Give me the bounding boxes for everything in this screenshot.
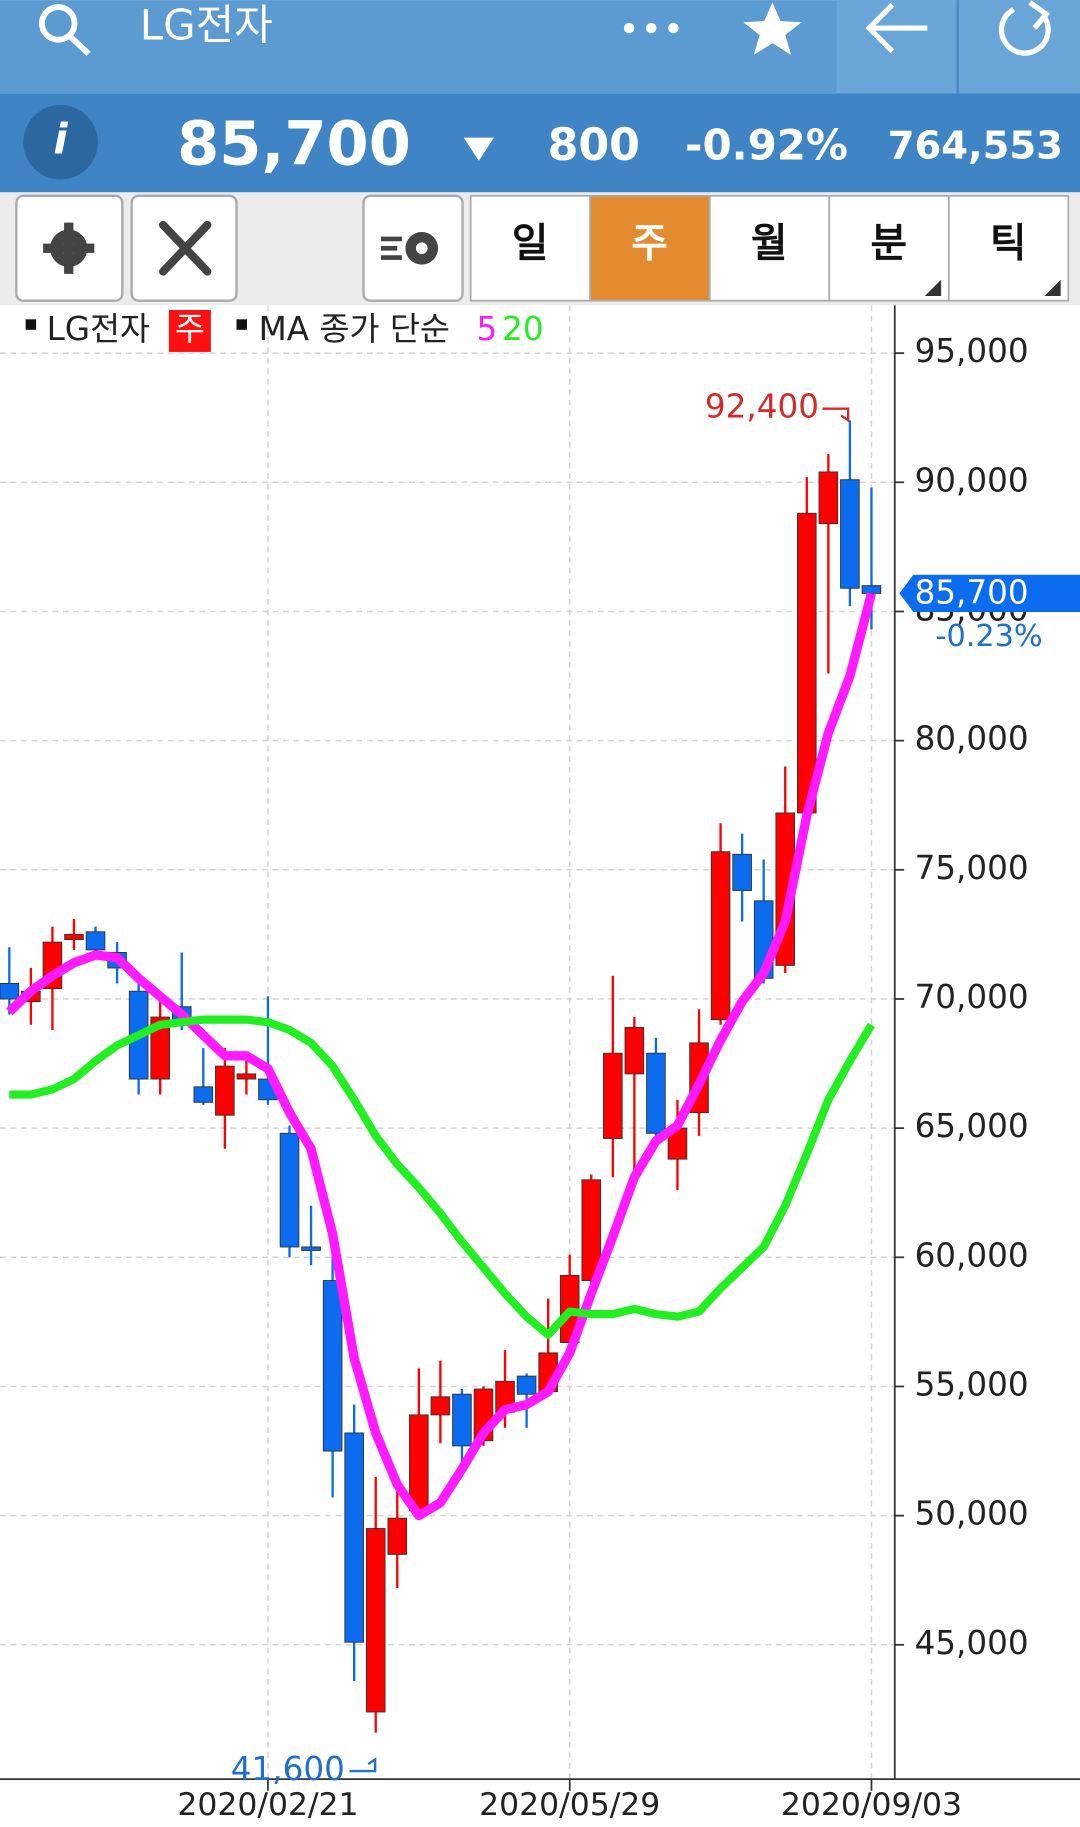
y-tick-label: 70,000	[915, 978, 1029, 1016]
candle-body	[624, 1026, 645, 1075]
period-label: 월	[751, 220, 787, 266]
change-rate: -0.92%	[685, 121, 848, 170]
y-tick-label: 80,000	[915, 720, 1029, 758]
chart: 45,000 50,000 55,000 60,000 65,000 70,000 75,0…	[0, 305, 1080, 1827]
period-label: 분	[870, 220, 906, 266]
x-tick-label: 2020/09/03	[781, 1787, 962, 1823]
info-button[interactable]	[23, 104, 98, 180]
y-tick-label: 55,000	[915, 1365, 1029, 1403]
high-label: 92,400	[705, 388, 819, 426]
legend-marker	[25, 319, 37, 330]
period-label: 일	[512, 220, 548, 266]
info-icon: i	[53, 115, 68, 164]
candle-body	[0, 983, 20, 1000]
candle-body	[85, 931, 106, 951]
legend-ma-20: 20	[502, 310, 544, 348]
legend-stock: LG전자	[47, 310, 150, 348]
favorite-icon[interactable]	[743, 2, 802, 55]
indicator-icon	[380, 231, 439, 265]
candle-body	[344, 1432, 364, 1643]
period-label: 주	[631, 220, 667, 266]
candle-body	[861, 585, 882, 594]
legend-marker	[236, 319, 247, 330]
candle-body	[603, 1052, 623, 1139]
x-tick-label: 2020/05/29	[479, 1787, 660, 1823]
refresh-icon[interactable]	[998, 0, 1051, 56]
more-icon[interactable]	[623, 22, 679, 34]
candle-body	[64, 933, 84, 941]
quote-bar	[0, 93, 1080, 193]
y-tick-label: 65,000	[915, 1107, 1029, 1145]
candle-body	[646, 1052, 666, 1134]
legend-ma-5: 5	[477, 310, 498, 348]
candle-body	[301, 1246, 321, 1251]
price-tag	[899, 574, 1080, 613]
y-tick-label: 60,000	[915, 1236, 1029, 1274]
submenu-marker	[924, 279, 942, 297]
down-arrow	[463, 137, 494, 161]
price: 85,700	[177, 110, 411, 180]
y-tick-label: 50,000	[915, 1495, 1029, 1533]
candle-body	[279, 1132, 300, 1248]
period-tab[interactable]	[708, 194, 831, 302]
submenu-marker	[1044, 279, 1061, 297]
volume: 764,553	[888, 124, 1063, 169]
candle-body	[840, 479, 860, 589]
candle-body	[452, 1393, 472, 1447]
low-label: 41,600	[231, 1750, 345, 1788]
search-icon[interactable]	[39, 4, 91, 56]
y-tick-label: 45,000	[915, 1624, 1029, 1662]
ma-line	[9, 1015, 875, 1339]
period-tab[interactable]	[828, 194, 950, 302]
legend-ma: MA 종가 단순	[259, 310, 450, 348]
back-icon[interactable]	[865, 2, 928, 54]
candle-body	[365, 1528, 386, 1713]
legend-period-box	[168, 310, 211, 352]
chart-background	[0, 305, 1080, 1827]
candle-body	[387, 1517, 408, 1555]
candle-body	[322, 1280, 343, 1452]
legend-period: 주	[175, 310, 205, 348]
candle-body	[409, 1414, 429, 1511]
gear-icon	[43, 222, 95, 274]
period-tab[interactable]	[589, 194, 711, 302]
period-label: 틱	[990, 220, 1026, 266]
change: 800	[548, 120, 640, 171]
candle-body	[193, 1086, 214, 1103]
high-pointer	[822, 407, 850, 423]
y-tick-label: 95,000	[915, 332, 1029, 370]
ma-line	[6, 592, 876, 1521]
candle-body	[215, 1065, 235, 1116]
candle-body	[710, 851, 731, 1021]
y-tick-label: 75,000	[915, 849, 1029, 887]
candle-body	[797, 512, 817, 814]
period-tab[interactable]	[947, 194, 1070, 302]
candle-body	[732, 853, 752, 891]
candle-body	[430, 1396, 451, 1416]
candle-body	[150, 1016, 170, 1080]
app-title: LG전자	[140, 1, 273, 50]
tools-icon	[159, 220, 212, 276]
x-tick-label: 2020/02/21	[177, 1787, 358, 1823]
legend: LG전자 주 MA 종가 단순 5 20	[25, 310, 544, 352]
candle-body	[818, 471, 839, 525]
low-pointer	[349, 1757, 377, 1773]
price-tag-change: -0.23%	[936, 619, 1043, 654]
candle-body	[516, 1375, 537, 1395]
candle-body	[236, 1073, 257, 1080]
y-tick-label: 90,000	[915, 461, 1029, 499]
price-tag-label: 85,700	[915, 574, 1029, 612]
